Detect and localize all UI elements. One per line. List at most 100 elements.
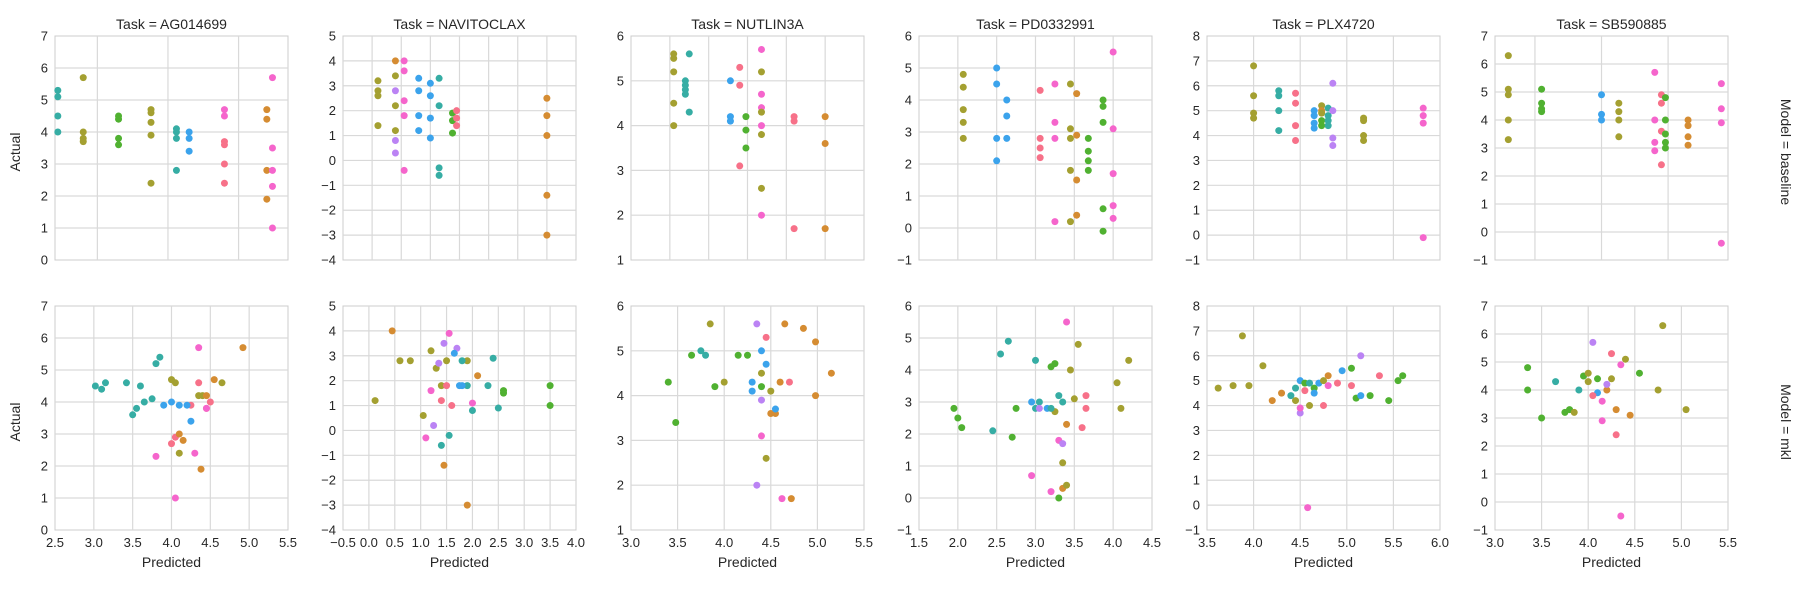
data-point xyxy=(1570,408,1578,416)
data-point xyxy=(171,494,179,502)
data-point xyxy=(1250,114,1258,122)
data-point xyxy=(685,108,693,116)
data-point xyxy=(98,385,106,393)
scatter-panel: 3.0 3.5 4.0 4.5 5.0 5.5 −1 0 1 2 3 4 5 6 7 Predicted xyxy=(1473,299,1737,571)
data-point xyxy=(1575,386,1583,394)
data-point xyxy=(767,387,775,395)
data-point xyxy=(1598,110,1606,118)
y-tick-label: 1 xyxy=(617,253,624,268)
data-point xyxy=(1287,392,1295,400)
y-tick-label: 1 xyxy=(329,128,336,143)
data-point xyxy=(463,357,471,365)
data-point xyxy=(543,132,551,140)
data-point xyxy=(1003,134,1011,142)
data-point xyxy=(1066,125,1074,133)
data-point xyxy=(148,395,156,403)
data-point xyxy=(1504,85,1512,93)
data-point xyxy=(1099,227,1107,235)
data-point xyxy=(1078,424,1086,432)
panel-title: Task = PLX4720 xyxy=(1272,16,1375,32)
data-point xyxy=(445,431,453,439)
data-point xyxy=(1608,350,1615,358)
data-point xyxy=(450,349,458,357)
data-point xyxy=(993,80,1001,88)
data-point xyxy=(1329,142,1337,150)
data-point xyxy=(1292,137,1300,145)
data-point xyxy=(430,421,438,429)
data-point xyxy=(1259,362,1267,370)
data-point xyxy=(1419,104,1427,112)
data-point xyxy=(1538,99,1546,107)
data-point xyxy=(1504,91,1512,99)
data-point xyxy=(543,191,551,199)
data-point xyxy=(1320,377,1327,385)
data-point xyxy=(1615,116,1623,124)
data-point xyxy=(1066,80,1074,88)
y-tick-label: 2 xyxy=(329,103,336,118)
data-point xyxy=(1275,127,1283,135)
data-point xyxy=(736,162,744,170)
x-tick-label: 4.0 xyxy=(715,535,733,550)
y-tick-label: 6 xyxy=(1193,78,1200,93)
panel-frame xyxy=(342,305,577,531)
data-point xyxy=(744,351,751,359)
data-point xyxy=(427,347,435,355)
data-point xyxy=(453,114,461,122)
data-point xyxy=(391,87,399,95)
data-point xyxy=(1214,384,1222,392)
data-point xyxy=(1074,340,1082,348)
data-point xyxy=(202,392,210,400)
data-point xyxy=(202,404,210,412)
data-point xyxy=(1012,404,1020,412)
data-point xyxy=(1584,378,1592,386)
y-tick-label: 4 xyxy=(329,53,336,68)
data-point xyxy=(185,128,193,136)
data-point xyxy=(1584,369,1592,377)
data-point xyxy=(1318,102,1326,110)
data-point xyxy=(1035,404,1043,412)
y-tick-label: 4 xyxy=(329,323,336,338)
data-point xyxy=(757,432,765,440)
data-point xyxy=(435,171,443,179)
data-point xyxy=(91,382,99,390)
data-point xyxy=(391,137,399,145)
data-point xyxy=(396,357,404,365)
data-point xyxy=(1028,472,1036,480)
y-tick-label: 6 xyxy=(41,331,48,346)
data-point xyxy=(762,454,770,462)
data-point xyxy=(195,379,203,387)
y-tick-label: −1 xyxy=(321,178,336,193)
data-point xyxy=(187,417,195,425)
data-point xyxy=(168,398,175,406)
y-tick-label: 2 xyxy=(1481,169,1488,184)
data-point xyxy=(1329,107,1337,115)
scatter-panel: −1 0 1 2 3 4 5 6 Task = PD0332991 xyxy=(897,16,1153,268)
data-point xyxy=(736,81,744,89)
data-point xyxy=(1229,382,1237,390)
data-point xyxy=(1608,375,1615,383)
data-point xyxy=(115,115,123,123)
data-point xyxy=(1066,134,1074,142)
row-label-mkl: Model = mkl xyxy=(1778,384,1794,460)
y-tick-label: 2 xyxy=(1481,439,1488,454)
y-tick-label: 2 xyxy=(329,373,336,388)
data-point xyxy=(437,441,445,449)
data-point xyxy=(1717,119,1725,127)
x-tick-label: 4.5 xyxy=(1626,535,1644,550)
y-tick-label: 3 xyxy=(1193,153,1200,168)
y-tick-label: 7 xyxy=(1481,29,1488,44)
y-tick-label: 1 xyxy=(1193,203,1200,218)
data-point xyxy=(435,359,443,367)
data-point xyxy=(670,54,678,62)
x-tick-label: 3.5 xyxy=(1065,535,1083,550)
y-tick-label: 5 xyxy=(617,73,624,88)
x-tick-label: 5.0 xyxy=(240,535,258,550)
data-point xyxy=(54,86,62,94)
data-point xyxy=(415,74,423,82)
data-point xyxy=(374,92,382,100)
data-point xyxy=(168,440,175,448)
x-tick-label: 5.0 xyxy=(808,535,826,550)
x-tick-label: 5.5 xyxy=(1384,535,1402,550)
scatter-panel: −1 0 1 2 3 4 5 6 7 Task = SB590885 xyxy=(1473,16,1729,268)
scatter-panel: −4 −3 −2 −1 0 1 2 3 4 5 Task = NAVITOCLAX xyxy=(321,16,577,268)
